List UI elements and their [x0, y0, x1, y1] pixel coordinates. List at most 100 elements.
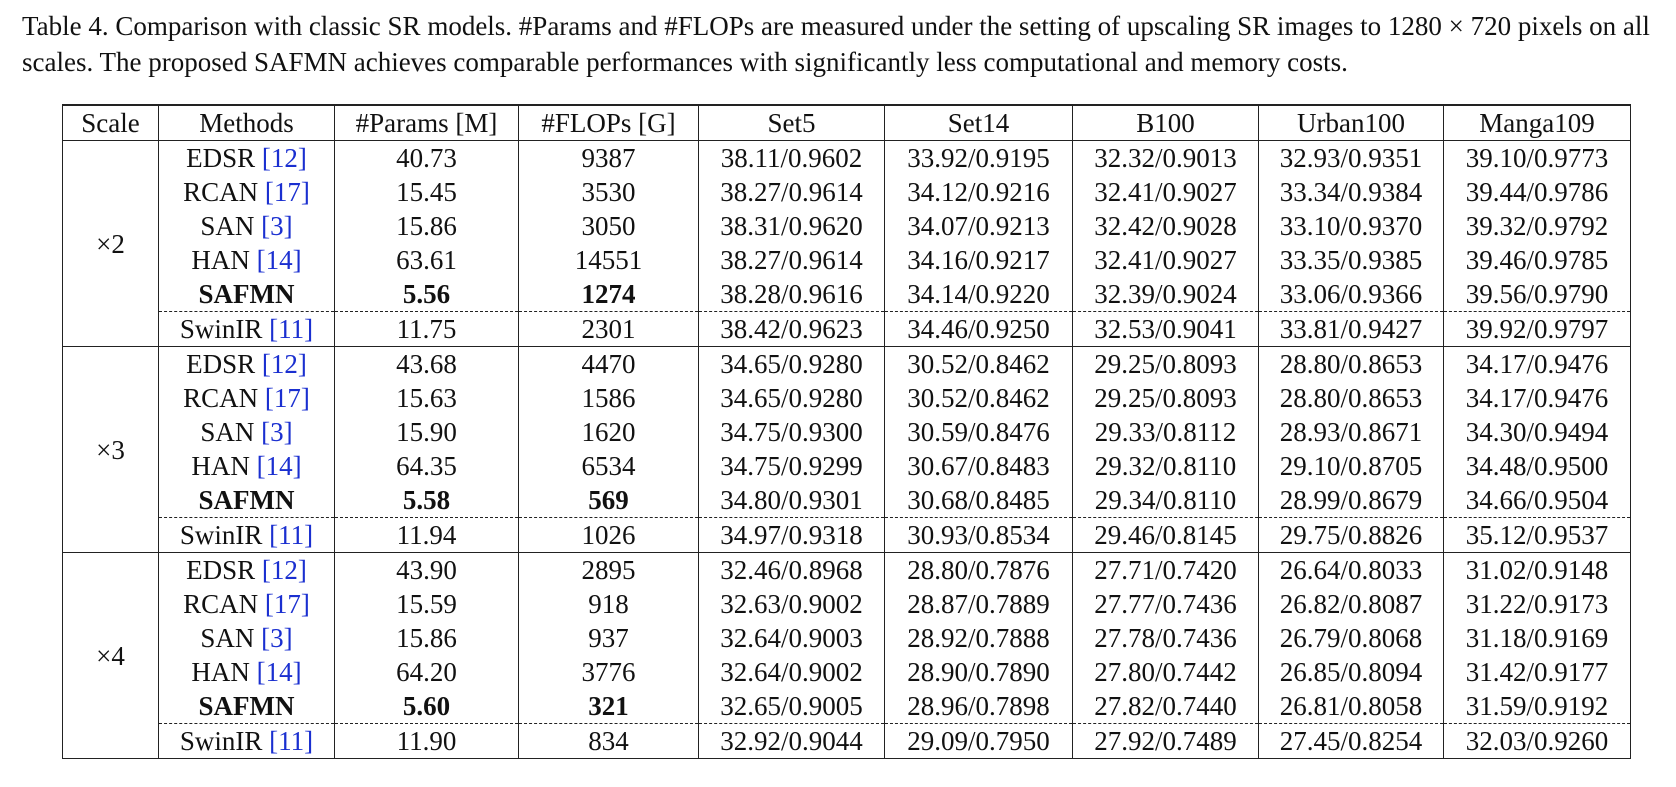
value-cell: 834: [518, 723, 699, 759]
value-cell: 33.06/0.9366: [1258, 277, 1444, 312]
value-cell: 34.66/0.9504: [1443, 483, 1631, 518]
header-row: Scale Methods #Params [M] #FLOPs [G] Set5 Set…: [62, 104, 1631, 141]
method-name: HAN: [191, 657, 250, 687]
citation: [14]: [256, 657, 302, 687]
value-cell: 27.78/0.7436: [1072, 621, 1259, 655]
header-cell: #FLOPs [G]: [518, 104, 699, 141]
citation: [14]: [256, 245, 302, 275]
value-cell: 321: [518, 689, 699, 724]
table-row: SAFMN 5.58 569 34.80/0.9301 30.68/0.8485 29.3…: [63, 483, 1631, 518]
method-name: SwinIR: [179, 726, 263, 756]
method-name: SAFMN: [198, 485, 295, 515]
value-cell: 28.96/0.7898: [884, 689, 1073, 724]
value-cell: 15.86: [334, 621, 519, 655]
value-cell: 31.42/0.9177: [1443, 655, 1631, 689]
value-cell: 32.41/0.9027: [1072, 243, 1259, 277]
value-cell: 26.64/0.8033: [1258, 552, 1444, 587]
value-cell: 11.94: [334, 517, 519, 553]
value-cell: 32.92/0.9044: [698, 723, 885, 759]
value-cell: 1620: [518, 415, 699, 449]
value-cell: 14551: [518, 243, 699, 277]
value-cell: 32.63/0.9002: [698, 587, 885, 621]
value-cell: 40.73: [334, 140, 519, 175]
table-row: HAN [14] 63.61 14551 38.27/0.9614 34.16/0.92…: [63, 243, 1631, 277]
value-cell: 32.39/0.9024: [1072, 277, 1259, 312]
table-row: SAN [3] 15.90 1620 34.75/0.9300 30.59/0.8476…: [63, 415, 1631, 449]
value-cell: 27.92/0.7489: [1072, 723, 1259, 759]
value-cell: 33.34/0.9384: [1258, 175, 1444, 209]
value-cell: 33.92/0.9195: [884, 140, 1073, 175]
header-cell: Scale: [62, 104, 159, 141]
value-cell: 569: [518, 483, 699, 518]
citation: [3]: [261, 417, 293, 447]
header-cell: Set14: [884, 104, 1073, 141]
value-cell: 31.18/0.9169: [1443, 621, 1631, 655]
value-cell: 32.32/0.9013: [1072, 140, 1259, 175]
method-name: HAN: [191, 245, 250, 275]
scale-cell: ×2: [62, 140, 159, 347]
citation: [12]: [261, 555, 307, 585]
value-cell: 34.17/0.9476: [1443, 381, 1631, 415]
value-cell: 28.80/0.8653: [1258, 381, 1444, 415]
method-cell: EDSR [12]: [158, 140, 335, 175]
table-row: SAN [3] 15.86 3050 38.31/0.9620 34.07/0.9213…: [63, 209, 1631, 243]
value-cell: 15.45: [334, 175, 519, 209]
table-row: HAN [14] 64.20 3776 32.64/0.9002 28.90/0.789…: [63, 655, 1631, 689]
value-cell: 11.75: [334, 311, 519, 347]
header-cell: Methods: [158, 104, 335, 141]
method-name: EDSR: [186, 349, 256, 379]
value-cell: 34.80/0.9301: [698, 483, 885, 518]
method-cell: EDSR [12]: [158, 346, 335, 381]
value-cell: 3530: [518, 175, 699, 209]
value-cell: 15.90: [334, 415, 519, 449]
value-cell: 28.92/0.7888: [884, 621, 1073, 655]
value-cell: 38.28/0.9616: [698, 277, 885, 312]
value-cell: 15.59: [334, 587, 519, 621]
value-cell: 27.71/0.7420: [1072, 552, 1259, 587]
value-cell: 30.93/0.8534: [884, 517, 1073, 553]
table-row: SwinIR [11] 11.90 834 32.92/0.9044 29.09/0.7…: [63, 723, 1631, 759]
value-cell: 30.52/0.8462: [884, 346, 1073, 381]
value-cell: 28.80/0.8653: [1258, 346, 1444, 381]
value-cell: 1274: [518, 277, 699, 312]
method-cell: SwinIR [11]: [158, 723, 335, 759]
citation: [17]: [264, 177, 310, 207]
value-cell: 2301: [518, 311, 699, 347]
method-name: SwinIR: [179, 520, 263, 550]
value-cell: 63.61: [334, 243, 519, 277]
table-row: SAN [3] 15.86 937 32.64/0.9003 28.92/0.7888 2…: [63, 621, 1631, 655]
scale-cell: ×3: [62, 346, 159, 553]
value-cell: 34.97/0.9318: [698, 517, 885, 553]
scale-cell: ×4: [62, 552, 159, 759]
value-cell: 29.10/0.8705: [1258, 449, 1444, 483]
table-body: ×2 EDSR [12] 40.73 9387 38.11/0.9602 33.92/0.…: [62, 140, 1631, 759]
table-row: RCAN [17] 15.63 1586 34.65/0.9280 30.52/0.84…: [63, 381, 1631, 415]
value-cell: 33.10/0.9370: [1258, 209, 1444, 243]
value-cell: 28.87/0.7889: [884, 587, 1073, 621]
value-cell: 26.85/0.8094: [1258, 655, 1444, 689]
value-cell: 11.90: [334, 723, 519, 759]
value-cell: 34.14/0.9220: [884, 277, 1073, 312]
value-cell: 34.65/0.9280: [698, 381, 885, 415]
value-cell: 39.92/0.9797: [1443, 311, 1631, 347]
method-cell: RCAN [17]: [158, 175, 335, 209]
method-name: SAN: [200, 623, 255, 653]
table-row: SwinIR [11] 11.75 2301 38.42/0.9623 34.46/0.…: [63, 311, 1631, 347]
value-cell: 31.02/0.9148: [1443, 552, 1631, 587]
value-cell: 32.65/0.9005: [698, 689, 885, 724]
value-cell: 937: [518, 621, 699, 655]
value-cell: 34.46/0.9250: [884, 311, 1073, 347]
caption: Table 4. Comparison with classic SR mode…: [22, 11, 1650, 77]
value-cell: 30.52/0.8462: [884, 381, 1073, 415]
value-cell: 28.99/0.8679: [1258, 483, 1444, 518]
method-name: HAN: [191, 451, 250, 481]
table-row: SAFMN 5.56 1274 38.28/0.9616 34.14/0.9220 32.…: [63, 277, 1631, 312]
method-cell: SAFMN: [158, 277, 335, 312]
value-cell: 32.93/0.9351: [1258, 140, 1444, 175]
method-name: SAFMN: [198, 691, 295, 721]
method-cell: EDSR [12]: [158, 552, 335, 587]
value-cell: 31.22/0.9173: [1443, 587, 1631, 621]
value-cell: 29.25/0.8093: [1072, 346, 1259, 381]
value-cell: 27.82/0.7440: [1072, 689, 1259, 724]
value-cell: 38.31/0.9620: [698, 209, 885, 243]
